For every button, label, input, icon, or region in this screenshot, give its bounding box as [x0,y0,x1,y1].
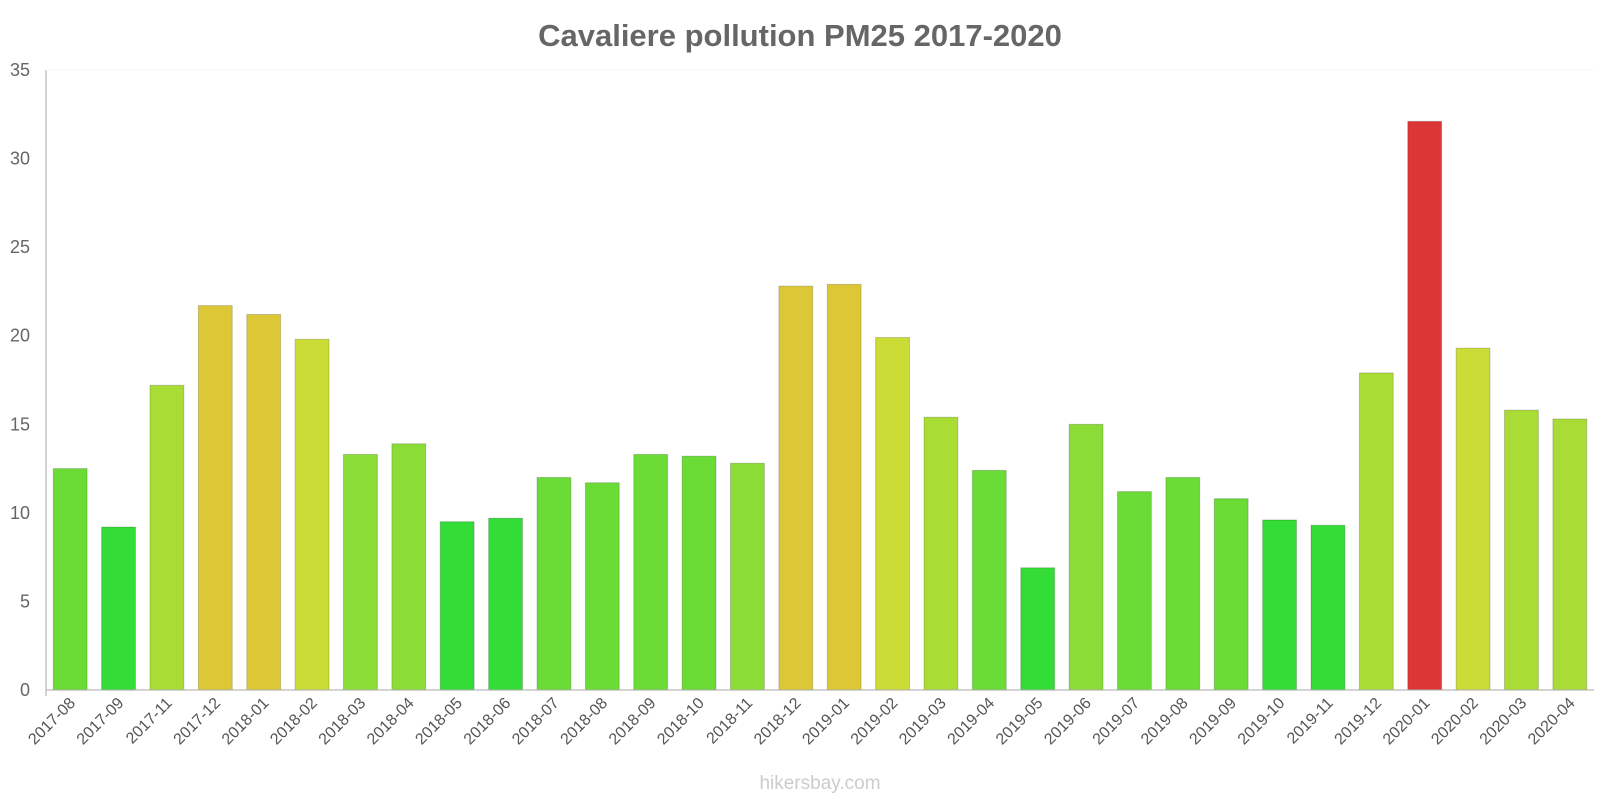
bar-2018-03 [343,453,378,691]
x-tick-label: 2017-09 [74,695,128,749]
bar-2019-06 [1068,423,1104,691]
bars [52,120,1588,691]
x-tick-label: 2019-03 [896,695,950,749]
x-tick-label: 2020-04 [1525,695,1579,749]
x-axis-ticks: 2017-082017-092017-112017-122018-012018-… [25,695,1578,749]
bar-2019-07 [1117,491,1152,691]
y-tick-label: 5 [20,591,30,611]
bar-2018-04 [391,443,427,691]
x-tick-label: 2019-01 [799,695,853,749]
bar-2017-12 [197,305,233,691]
x-tick-label: 2018-07 [509,695,563,749]
bar-2019-12 [1358,372,1394,691]
bar-2019-10 [1262,519,1297,691]
bar-2019-05 [1020,567,1056,691]
x-tick-label: 2019-10 [1235,695,1289,749]
x-tick-label: 2020-02 [1428,695,1482,749]
bar-2018-12 [778,285,814,691]
x-tick-label: 2020-01 [1380,695,1434,749]
x-tick-label: 2019-08 [1138,695,1192,749]
bar-2020-03 [1504,409,1539,691]
bar-2019-01 [826,283,862,691]
chart-title: Cavaliere pollution PM25 2017-2020 [538,18,1062,53]
bar-2018-09 [633,453,669,691]
x-tick-label: 2019-09 [1186,695,1240,749]
bar-2018-06 [488,517,523,691]
x-tick-label: 2018-09 [606,695,660,749]
x-tick-label: 2018-05 [412,695,466,749]
x-tick-label: 2018-03 [316,695,370,749]
bar-2018-07 [536,476,572,691]
x-tick-label: 2018-11 [704,695,757,748]
bar-2019-08 [1165,476,1201,691]
bar-2019-02 [875,336,910,691]
x-tick-label: 2019-11 [1284,695,1337,748]
y-tick-label: 25 [10,237,30,257]
x-tick-label: 2018-12 [751,695,805,749]
x-tick-label: 2018-02 [267,695,321,749]
x-tick-label: 2018-04 [364,695,418,749]
x-tick-label: 2017-12 [171,695,225,749]
bar-2017-09 [101,526,136,691]
x-tick-label: 2017-11 [123,695,176,748]
bar-2018-08 [584,482,620,691]
y-tick-label: 15 [10,414,30,434]
x-tick-label: 2019-06 [1041,695,1095,749]
x-tick-label: 2019-05 [993,695,1047,749]
bar-2017-08 [52,468,88,691]
bar-2018-01 [246,313,282,691]
x-tick-label: 2018-06 [461,695,515,749]
x-tick-label: 2018-01 [219,695,273,749]
bar-2019-09 [1213,498,1249,691]
bar-2018-10 [681,455,717,691]
x-tick-label: 2018-08 [558,695,612,749]
bar-2019-04 [971,469,1007,691]
y-tick-label: 20 [10,326,30,346]
x-tick-label: 2019-07 [1090,695,1144,749]
bar-2017-11 [149,384,185,691]
bar-2020-04 [1552,418,1588,691]
watermark: hikersbay.com [759,773,880,794]
y-axis-ticks: 0 5 10 15 20 25 30 35 [10,60,30,700]
x-tick-label: 2019-02 [848,695,902,749]
y-tick-label: 35 [10,60,30,80]
bar-2018-05 [439,521,475,691]
bar-2020-02 [1455,347,1491,691]
x-tick-label: 2019-04 [945,695,999,749]
y-tick-label: 0 [20,680,30,700]
y-tick-label: 10 [10,503,30,523]
bar-2020-01 [1407,120,1443,691]
x-tick-label: 2020-03 [1477,695,1531,749]
x-tick-label: 2018-10 [654,695,708,749]
x-tick-label: 2019-12 [1332,695,1386,749]
bar-2019-03 [923,416,959,691]
bar-2019-11 [1310,524,1346,691]
bar-2018-11 [730,462,765,691]
x-tick-label: 2017-08 [25,695,79,749]
bar-2018-02 [294,338,330,691]
y-tick-label: 30 [10,149,30,169]
